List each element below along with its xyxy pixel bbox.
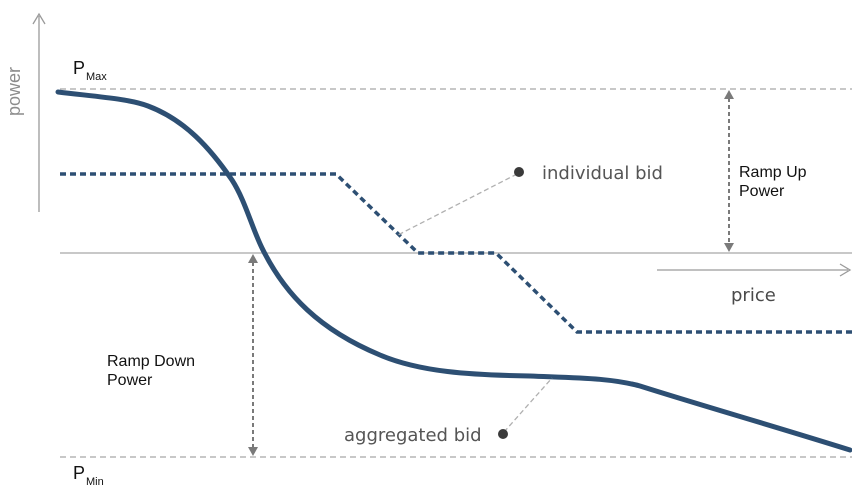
aggregated-bid-curve (55, 89, 852, 453)
ramp-up-power-label: Ramp Up Power (739, 164, 807, 201)
ramp-down-arrowhead-top (248, 254, 258, 263)
aggregated-bid-label: aggregated bid (344, 425, 482, 446)
x-axis-arrowhead (839, 263, 852, 277)
aggregated-bid-leader (503, 377, 553, 433)
ramp-arrows (248, 90, 734, 456)
pmin-label: PMin (73, 463, 104, 488)
callouts (395, 167, 553, 439)
axes (32, 12, 852, 277)
limit-lines (60, 88, 852, 458)
y-axis-label: power (4, 66, 24, 116)
pmax-subscript: Max (86, 71, 107, 83)
ramp-down-arrowhead-bottom (248, 447, 258, 456)
individual-bid-leader (395, 173, 518, 237)
pmax-label: PMax (73, 58, 107, 83)
pmin-subscript: Min (86, 476, 104, 488)
y-axis-arrowhead (32, 12, 46, 25)
individual-bid-label: individual bid (542, 163, 663, 184)
pmax-main: P (73, 58, 86, 78)
aggregated-bid-marker (498, 429, 508, 439)
pmin-main: P (73, 463, 86, 483)
individual-bid-marker (514, 167, 524, 177)
ramp-up-arrowhead-bottom (724, 243, 734, 252)
individual-bid-curve (60, 172, 852, 334)
x-axis-label: price (731, 285, 776, 306)
ramp-up-arrowhead-top (724, 90, 734, 99)
ramp-down-power-label: Ramp Down Power (107, 353, 196, 390)
